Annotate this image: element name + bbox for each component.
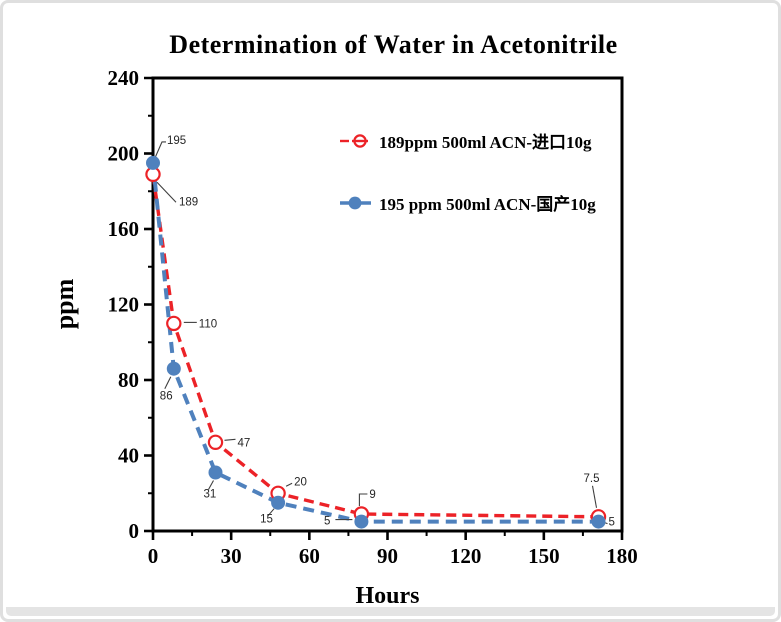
- series-line-1: [151, 162, 599, 524]
- frame-bottom-strip: [6, 607, 775, 616]
- data-point: [166, 361, 181, 376]
- x-tick-label: 30: [221, 544, 242, 568]
- annotation-labels-series-1: 195 86 31 15 5 5: [160, 135, 615, 529]
- point-value-label: 47: [238, 437, 251, 449]
- annotation-labels-series-0: 189 110 47 20 9 7.5: [179, 196, 600, 501]
- plot-frame: [151, 76, 624, 533]
- point-value-label: 5: [324, 516, 330, 528]
- data-point: [208, 465, 223, 480]
- data-point: [166, 315, 182, 332]
- series-line-0: [151, 174, 599, 519]
- x-axis-ticks: 0 30 60 90 120 150 180: [148, 531, 638, 568]
- chart-title: Determination of Water in Acetonitrile: [169, 30, 618, 59]
- legend-entry-imported: 189ppm 500ml ACN-进口10g: [339, 128, 592, 153]
- point-value-label: 110: [199, 318, 217, 330]
- point-value-label: 31: [204, 489, 217, 501]
- data-point: [207, 434, 224, 450]
- y-tick-label: 240: [108, 66, 140, 90]
- legend-label-imported: 189ppm 500ml ACN-进口10g: [379, 133, 592, 152]
- x-tick-label: 180: [606, 544, 638, 568]
- y-axis-title: ppm: [50, 278, 79, 330]
- y-tick-label: 0: [129, 519, 140, 543]
- annotation-leaders-series-1: [154, 141, 608, 525]
- x-tick-label: 150: [528, 544, 560, 568]
- point-value-label: 20: [294, 476, 307, 488]
- annotation-leaders-series-0: [156, 181, 598, 508]
- point-value-label: 15: [260, 514, 273, 526]
- data-point: [354, 514, 369, 529]
- legend-entry-domestic: 195 ppm 500ml ACN-国产10g: [339, 190, 596, 215]
- x-tick-label: 90: [377, 544, 398, 568]
- y-tick-label: 80: [118, 368, 139, 392]
- point-value-label: 86: [160, 391, 173, 403]
- data-point: [146, 155, 160, 170]
- point-value-label: 5: [609, 517, 615, 529]
- open-circle-marker-icon: [340, 133, 368, 148]
- x-tick-label: 60: [299, 544, 320, 568]
- point-value-label: 189: [179, 196, 198, 208]
- point-value-label: 195: [167, 135, 186, 147]
- legend-label-domestic: 195 ppm 500ml ACN-国产10g: [379, 195, 596, 214]
- x-tick-label: 120: [450, 544, 482, 568]
- y-axis-ticks: 0 40 80 120 160 200 240: [108, 66, 153, 543]
- chart-canvas: 0 40 80 120 160 200 240 0 30 60 90 120 150 180 189 110 4…: [108, 66, 638, 568]
- x-tick-label: 0: [148, 544, 159, 568]
- point-value-label: 7.5: [584, 473, 600, 485]
- filled-circle-marker-icon: [340, 196, 371, 209]
- y-tick-label: 40: [118, 444, 139, 468]
- x-axis-title: Hours: [355, 583, 420, 609]
- y-tick-label: 200: [108, 142, 140, 166]
- y-tick-label: 160: [108, 217, 140, 241]
- data-point: [271, 495, 286, 510]
- point-value-label: 9: [369, 489, 375, 501]
- data-point: [591, 514, 606, 529]
- series-points-1: [146, 155, 606, 529]
- y-tick-label: 120: [108, 293, 140, 317]
